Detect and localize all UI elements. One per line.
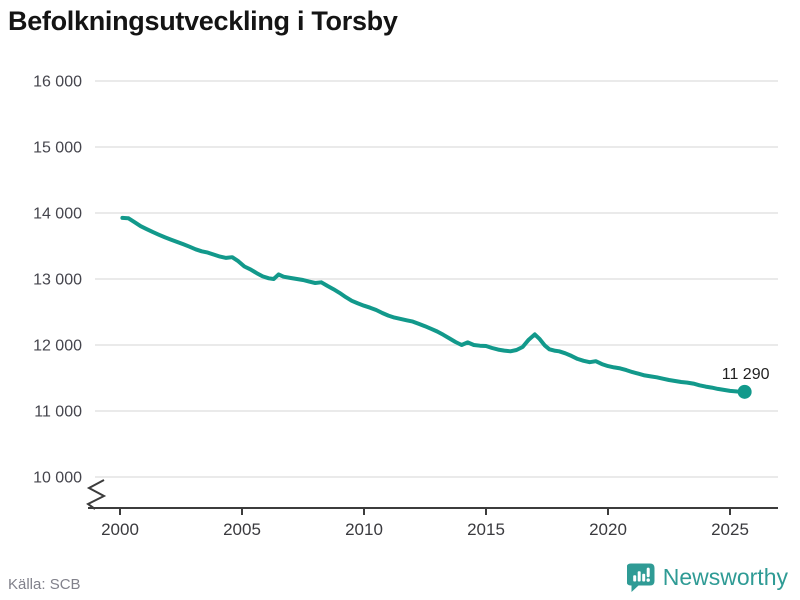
y-tick-label-16000: 16 000	[33, 74, 82, 91]
x-ticks	[119, 508, 731, 515]
end-point-marker	[737, 384, 752, 399]
bar-3	[641, 573, 645, 582]
speech-bubble-shape	[626, 563, 655, 592]
x-tick-label-2020: 2020	[589, 520, 627, 539]
x-tick-label-2015: 2015	[467, 520, 505, 539]
x-tick-label-2010: 2010	[345, 520, 383, 539]
y-tick-label-10000: 10 000	[33, 470, 82, 487]
bar-chart-bubble-icon	[626, 563, 655, 592]
exclamation-bar	[646, 567, 650, 578]
chart-title: Befolkningsutveckling i Torsby	[8, 6, 398, 36]
y-gridlines	[95, 80, 778, 478]
brand-logo: Newsworthy	[626, 562, 788, 593]
x-tick-label-2025: 2025	[711, 520, 749, 539]
y-tick-label-15000: 15 000	[33, 140, 82, 157]
y-tick-label-13000: 13 000	[33, 272, 82, 289]
y-tick-label-14000: 14 000	[33, 206, 82, 223]
exclamation-dot	[646, 578, 650, 582]
population-line	[120, 215, 747, 394]
y-tick-label-12000: 12 000	[33, 338, 82, 355]
y-tick-label-11000: 11 000	[34, 404, 82, 421]
x-tick-label-2000: 2000	[101, 520, 139, 539]
end-point-label: 11 290	[722, 366, 770, 383]
bar-2	[637, 571, 641, 582]
brand-name: Newsworthy	[662, 564, 788, 590]
x-tick-label-2005: 2005	[223, 520, 261, 539]
y-tick-labels: 10 000 11 000 12 000 13 000 14 000 15 000 16 0…	[33, 74, 82, 487]
x-tick-labels: 2000 2005 2010 2015 2020 2025	[101, 520, 749, 539]
source-text: Källa: SCB	[8, 576, 81, 593]
axis-break-icon	[86, 479, 107, 510]
bar-1	[632, 575, 636, 582]
